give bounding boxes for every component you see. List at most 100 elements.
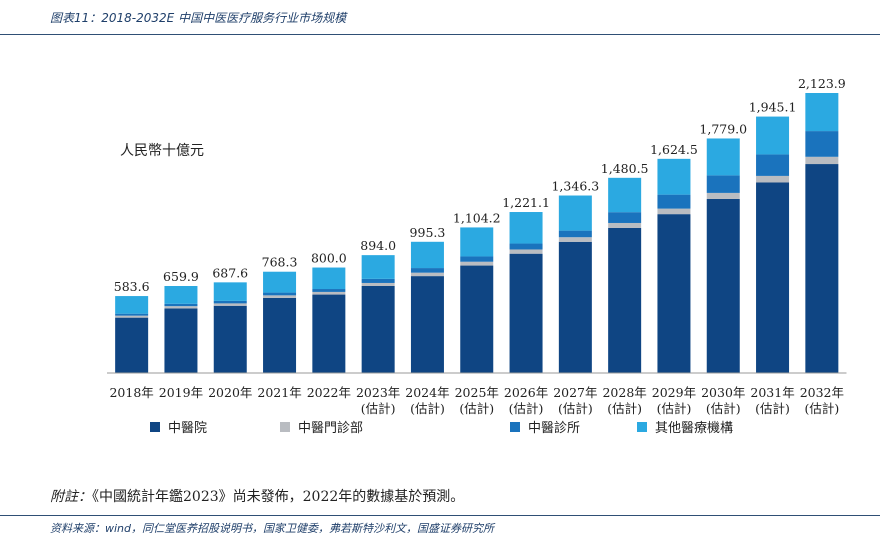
bar-segment: [115, 317, 149, 373]
x-tick-label: 2029年: [652, 385, 696, 400]
x-tick-label: 2030年: [701, 385, 745, 400]
bar-segment: [361, 278, 395, 283]
x-tick-label: (估計): [706, 401, 741, 416]
legend-swatch: [510, 422, 520, 432]
data-label: 1,945.1: [749, 100, 797, 115]
data-label: 995.3: [410, 225, 446, 240]
bar-segment: [509, 253, 543, 373]
bar-segment: [410, 272, 444, 277]
bar-segment: [756, 154, 790, 176]
data-label: 659.9: [163, 269, 199, 284]
bar-segment: [460, 261, 494, 266]
bar-segment: [410, 241, 444, 269]
legend-swatch: [637, 422, 647, 432]
x-tick-label: (估計): [459, 401, 494, 416]
bar-segment: [263, 295, 297, 298]
bar-segment: [657, 208, 691, 215]
data-label: 1,104.2: [453, 210, 501, 225]
bar-segment: [706, 198, 740, 373]
bar-segment: [509, 212, 543, 244]
data-label: 687.6: [212, 265, 248, 280]
bar-segment: [805, 131, 839, 157]
bar-segment: [657, 214, 691, 373]
x-tick-label: 2025年: [455, 385, 499, 400]
bar-segment: [657, 194, 691, 209]
source-divider: [0, 515, 880, 516]
bar-segment: [558, 237, 592, 242]
bar-segment: [756, 175, 790, 183]
bar-segment: [213, 282, 247, 301]
data-label: 768.3: [262, 255, 298, 270]
legend-swatch: [280, 422, 290, 432]
bar-segment: [213, 300, 247, 304]
bar-segment: [115, 296, 149, 314]
x-tick-label: 2024年: [405, 385, 449, 400]
bar-segment: [460, 256, 494, 262]
legend-label: 中醫院: [168, 421, 207, 436]
x-tick-label: (估計): [607, 401, 642, 416]
x-tick-label: 2027年: [553, 385, 597, 400]
legend-swatch: [150, 422, 160, 432]
x-tick-label: (估計): [804, 401, 839, 416]
x-tick-label: (估計): [558, 401, 593, 416]
bar-segment: [558, 195, 592, 231]
x-tick-label: 2028年: [602, 385, 646, 400]
x-tick-label: 2022年: [307, 385, 351, 400]
bar-segment: [706, 192, 740, 199]
figure-source: 资料来源：wind，同仁堂医养招股说明书，国家卫健委，弗若斯特沙利文，国盛证券研…: [50, 522, 495, 535]
bar-segment: [164, 308, 198, 373]
bar-segment: [805, 156, 839, 165]
bar-segment: [361, 285, 395, 373]
bar-segment: [608, 177, 642, 213]
note-text: 《中國統計年鑑2023》尚未發佈，2022年的數據基於預測。: [92, 489, 465, 505]
data-label: 2,123.9: [798, 76, 846, 91]
note-prefix: 附註：: [50, 489, 92, 505]
x-tick-label: (估計): [509, 401, 544, 416]
x-tick-label: (估計): [361, 401, 396, 416]
bar-segment: [608, 227, 642, 373]
bar-segment: [410, 268, 444, 273]
bar-segment: [312, 289, 346, 292]
x-tick-label: 2026年: [504, 385, 548, 400]
bar-segment: [164, 306, 198, 309]
bar-segment: [213, 303, 247, 306]
stacked-bar-chart: 人民幣十億元 583.6 2018年 659.9 2019年 687.6 2020年 768.…: [107, 76, 847, 436]
bar-segment: [164, 303, 198, 307]
figure-title: 图表11：2018-2032E 中国中医医疗服务行业市场规模: [50, 11, 347, 25]
legend-label: 其他醫療機構: [655, 421, 733, 436]
bar-segment: [263, 297, 297, 373]
bar-segment: [657, 158, 691, 195]
bar-segment: [756, 116, 790, 155]
x-tick-label: 2019年: [159, 385, 203, 400]
x-tick-label: 2023年: [356, 385, 400, 400]
bar-segment: [460, 265, 494, 373]
x-tick-label: (估計): [657, 401, 692, 416]
bar-segment: [805, 93, 839, 132]
data-label: 1,346.3: [551, 179, 599, 194]
data-label: 1,221.1: [502, 195, 550, 210]
data-label: 1,779.0: [699, 121, 747, 136]
data-label: 1,480.5: [601, 161, 649, 176]
bar-segment: [608, 212, 642, 223]
bar-segment: [115, 313, 149, 316]
bar-segment: [558, 230, 592, 238]
bar-segment: [460, 227, 494, 257]
legend-label: 中醫門診部: [298, 420, 363, 436]
legend-label: 中醫診所: [528, 420, 580, 436]
bar-segment: [509, 249, 543, 254]
bar-segment: [312, 291, 346, 295]
bar-segment: [164, 286, 198, 304]
bar-segment: [312, 267, 346, 290]
bar-segment: [263, 271, 297, 293]
bar-segment: [410, 276, 444, 373]
bar-segment: [756, 182, 790, 373]
data-label: 894.0: [360, 238, 396, 253]
bar-segment: [213, 305, 247, 373]
data-label: 800.0: [311, 251, 347, 266]
bar-segment: [558, 241, 592, 373]
bar-segment: [312, 294, 346, 373]
x-tick-label: (估計): [410, 401, 445, 416]
bar-segment: [263, 292, 297, 296]
x-tick-label: (估計): [755, 401, 790, 416]
x-tick-label: 2018年: [109, 385, 153, 400]
